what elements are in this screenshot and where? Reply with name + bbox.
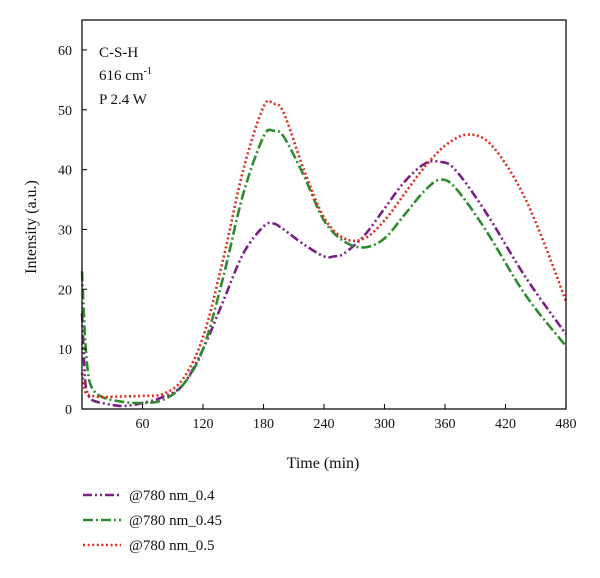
y-tick-label: 60 [58,44,72,59]
y-tick-label: 50 [58,104,72,119]
legend-label-3: @780 nm_0.5 [129,538,214,554]
x-tick-label: 120 [193,417,214,432]
x-tick-label: 420 [495,417,516,432]
annotation-block: C-S-H 616 cm-1 P 2.4 W [99,45,152,108]
x-axis-title: Time (min) [287,455,360,472]
annotation-material: C-S-H [99,45,138,61]
annotation-wavenumber-exponent: -1 [144,66,152,77]
y-axis-ticks: 0 10 20 30 40 50 60 [58,44,87,418]
x-tick-label: 240 [314,417,335,432]
annotation-power: P 2.4 W [99,92,148,108]
x-tick-label: 180 [253,417,274,432]
y-tick-label: 10 [58,343,72,358]
y-tick-label: 0 [65,403,72,418]
x-tick-label: 480 [556,417,577,432]
series-line-2 [80,128,568,405]
y-tick-label: 20 [58,283,72,298]
legend-label-1: @780 nm_0.4 [129,488,215,504]
legend-label-2: @780 nm_0.45 [129,513,222,529]
x-tick-label: 300 [374,417,395,432]
y-axis-title: Intensity (a.u.) [23,180,40,274]
annotation-wavenumber-value: 616 cm [99,68,144,84]
y-tick-label: 30 [58,223,72,238]
series-line-3 [80,99,568,399]
plot-lines [80,99,568,408]
legend: @780 nm_0.4 @780 nm_0.45 @780 nm_0.5 [83,488,222,554]
y-tick-label: 40 [58,164,72,179]
annotation-wavenumber: 616 cm-1 [99,66,152,84]
x-tick-label: 360 [435,417,456,432]
x-axis-ticks: 60 120 180 240 300 360 420 480 [136,404,577,432]
x-tick-label: 60 [136,417,150,432]
series-line-1 [80,159,568,408]
